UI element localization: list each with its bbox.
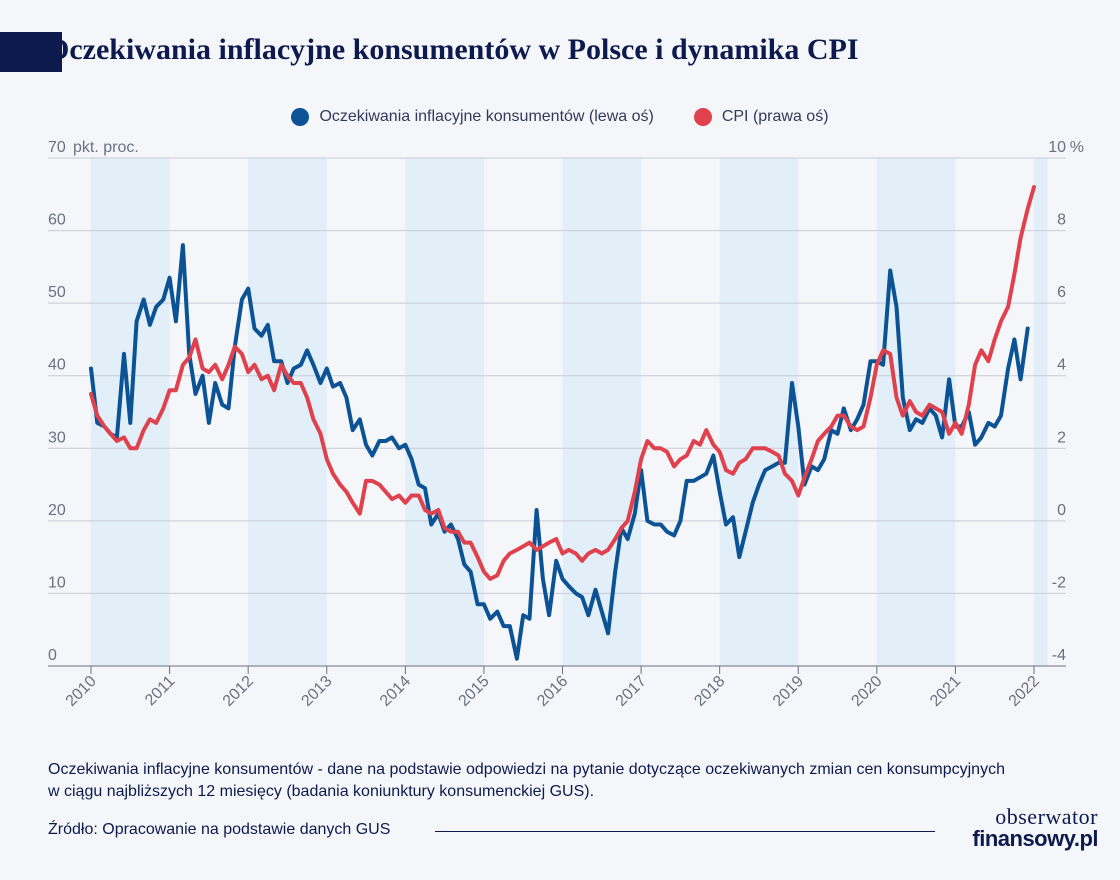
source-note: Źródło: Opracowanie na podstawie danych … (48, 821, 391, 838)
year-band (719, 158, 799, 666)
left-tick-label: 10 (48, 574, 66, 591)
series-line-cpi (89, 185, 1036, 581)
chart-legend: Oczekiwania inflacyjne konsumentów (lewa… (0, 108, 1120, 126)
x-axis: 2010 2011 2012 2013 2014 2015 2016 2017 2018 2019… (48, 665, 1066, 710)
chart-title: Oczekiwania inflacyjne konsumentów w Pol… (46, 33, 859, 66)
x-tick-label: 2022 (1006, 673, 1043, 710)
year-band (248, 158, 327, 666)
right-tick-label: 0 (1057, 502, 1066, 519)
footnote: Oczekiwania inflacyjne konsumentów - dan… (48, 761, 1005, 800)
x-tick-label: 2014 (377, 673, 414, 710)
x-tick-label: 2012 (220, 673, 257, 710)
right-tick-label: -4 (1052, 647, 1066, 664)
left-tick-label: 40 (48, 357, 66, 374)
right-tick-label: 4 (1057, 357, 1066, 374)
x-tick-label: 2017 (613, 673, 650, 710)
legend-label-cpi: CPI (prawa oś) (721, 108, 829, 125)
legend-label-expectations: Oczekiwania inflacyjne konsumentów (lewa… (319, 108, 654, 125)
right-axis-unit: % (1070, 139, 1084, 156)
right-tick-label: 8 (1057, 212, 1066, 229)
right-tick-label: -2 (1052, 574, 1066, 591)
left-tick-label: 20 (48, 502, 66, 519)
series-line-expectations (89, 243, 1030, 661)
legend-marker-expectations (291, 108, 310, 126)
left-tick-label: 60 (48, 212, 66, 229)
logo-text-top: obserwator (995, 804, 1098, 829)
source-divider (435, 831, 935, 832)
year-band (1034, 158, 1048, 666)
x-tick-label: 2019 (770, 673, 807, 710)
legend-item-cpi: CPI (prawa oś) (693, 108, 829, 126)
x-tick-label: 2020 (848, 673, 885, 710)
left-tick-label: 50 (48, 284, 66, 301)
year-bands (91, 158, 1048, 666)
chart-plot: 0 10 20 30 40 50 60 70 pkt. proc. -4 -2 0 2 4 6 8 10% 2… (48, 139, 1084, 710)
series-lines (89, 185, 1036, 661)
left-axis-unit: pkt. proc. (73, 139, 139, 156)
brand-logo[interactable]: obserwator finansowy.pl (938, 806, 1098, 850)
left-tick-label: 70 (48, 139, 66, 156)
right-tick-label: 6 (1057, 284, 1066, 301)
x-tick-label: 2015 (456, 673, 493, 710)
right-axis-ticks: -4 -2 0 2 4 6 8 10% (1048, 139, 1084, 664)
x-tick-label: 2018 (691, 673, 728, 710)
x-tick-label: 2011 (142, 673, 178, 709)
x-tick-label: 2016 (534, 673, 571, 710)
left-tick-label: 0 (48, 647, 57, 664)
title-accent-bar (0, 32, 62, 72)
x-tick-label: 2010 (63, 673, 100, 710)
x-tick-label: 2021 (927, 673, 964, 710)
left-tick-label: 30 (48, 429, 66, 446)
year-band (562, 158, 642, 666)
x-tick-label: 2013 (298, 673, 335, 710)
logo-text-bottom: finansowy.pl (972, 826, 1098, 851)
right-tick-label: 2 (1057, 429, 1066, 446)
legend-item-expectations: Oczekiwania inflacyjne konsumentów (lewa… (291, 108, 654, 126)
right-tick-label: 10 (1048, 139, 1066, 156)
grid-lines (48, 157, 1066, 594)
year-band (405, 158, 484, 666)
legend-marker-cpi (693, 108, 712, 126)
left-axis-ticks: 0 10 20 30 40 50 60 70 pkt. proc. (48, 139, 139, 664)
